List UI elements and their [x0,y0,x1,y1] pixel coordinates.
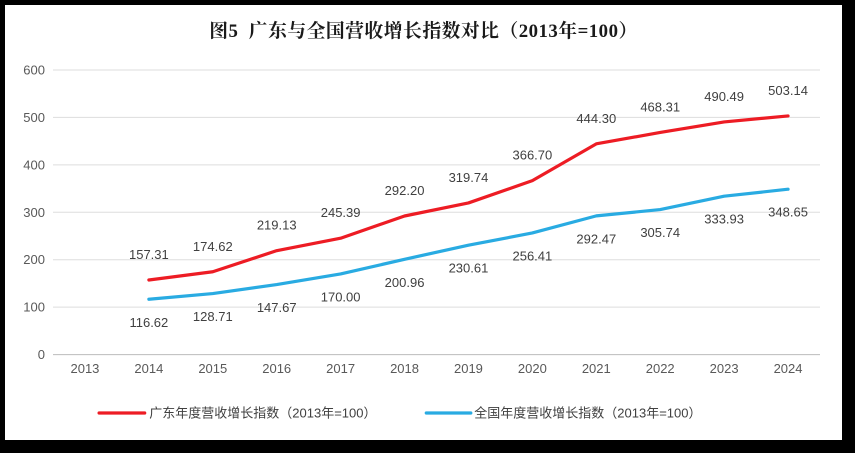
svg-text:500: 500 [23,110,45,125]
svg-text:116.62: 116.62 [129,315,168,330]
svg-text:366.70: 366.70 [512,148,552,163]
svg-text:305.74: 305.74 [640,225,680,240]
svg-text:256.41: 256.41 [512,248,552,263]
svg-text:2015: 2015 [198,361,227,376]
svg-text:300: 300 [23,205,45,220]
svg-text:292.47: 292.47 [576,231,616,246]
svg-text:128.71: 128.71 [193,309,233,324]
svg-text:0: 0 [38,347,45,362]
svg-text:2017: 2017 [326,361,355,376]
svg-text:319.74: 319.74 [449,170,489,185]
svg-text:200.96: 200.96 [385,275,425,290]
svg-text:广东年度营收增长指数（2013年=100）: 广东年度营收增长指数（2013年=100） [149,406,376,421]
svg-text:2013: 2013 [70,361,99,376]
svg-text:170.00: 170.00 [321,289,361,304]
svg-text:2024: 2024 [774,361,803,376]
svg-text:245.39: 245.39 [321,205,361,220]
svg-text:333.93: 333.93 [704,212,744,227]
svg-text:2020: 2020 [518,361,547,376]
svg-text:503.14: 503.14 [768,83,808,98]
svg-text:468.31: 468.31 [640,99,680,114]
svg-text:2019: 2019 [454,361,483,376]
svg-text:全国年度营收增长指数（2013年=100）: 全国年度营收增长指数（2013年=100） [474,406,701,421]
svg-text:219.13: 219.13 [257,218,297,233]
svg-text:174.62: 174.62 [193,239,233,254]
svg-text:292.20: 292.20 [385,183,425,198]
svg-text:200: 200 [23,252,45,267]
svg-text:2014: 2014 [134,361,163,376]
svg-text:600: 600 [23,63,45,78]
svg-text:2023: 2023 [710,361,739,376]
svg-text:2022: 2022 [646,361,675,376]
svg-text:147.67: 147.67 [257,300,297,315]
svg-text:444.30: 444.30 [576,111,616,126]
svg-text:2018: 2018 [390,361,419,376]
svg-text:2021: 2021 [582,361,611,376]
svg-text:230.61: 230.61 [449,261,489,276]
svg-text:100: 100 [23,300,45,315]
svg-text:2016: 2016 [262,361,291,376]
svg-text:348.65: 348.65 [768,205,808,220]
svg-text:490.49: 490.49 [704,89,744,104]
svg-text:157.31: 157.31 [129,247,169,262]
svg-text:400: 400 [23,157,45,172]
